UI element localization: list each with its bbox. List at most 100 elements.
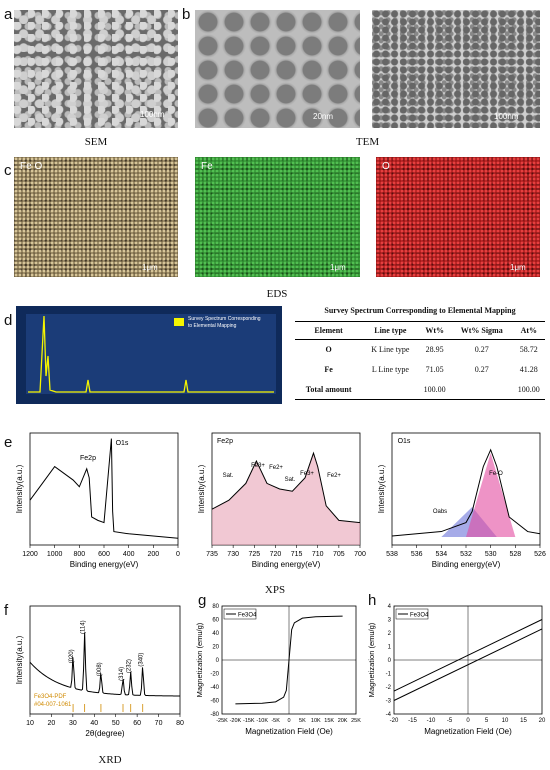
th-line-type: Line type (374, 326, 407, 335)
y-tick-label: -20 (210, 672, 219, 678)
xrd-peak-label: (114) (81, 620, 87, 634)
caption-sem: SEM (84, 136, 108, 148)
caption-xrd: XRD (98, 754, 122, 766)
tem-image-2: 100nm (372, 10, 540, 128)
x-tick-label: 0 (176, 551, 180, 558)
x-tick-label: 15K (324, 718, 334, 724)
x-tick-label: 730 (227, 551, 239, 558)
y-tick-label: -2 (386, 685, 392, 691)
x-tick-label: 800 (73, 551, 85, 558)
caption-tem: TEM (355, 136, 380, 148)
x-tick-label: 20 (48, 720, 56, 727)
th-wt: Wt% (425, 326, 444, 335)
cell: 0.27 (474, 345, 489, 355)
y-tick-label: -80 (210, 712, 219, 718)
x-tick-label: 715 (291, 551, 303, 558)
y-tick-label: 80 (212, 604, 219, 610)
xrd-peak-label: (314) (119, 667, 125, 681)
x-tick-label: 40 (90, 720, 98, 727)
cell: O (325, 345, 332, 355)
x-tick-label: 5 (485, 718, 489, 724)
x-tick-label: 80 (176, 720, 184, 727)
y-axis-label: Magnetization (emu/g) (195, 622, 204, 697)
x-tick-label: 0 (466, 718, 470, 724)
fe2p-annot-fe3p-1: Fe3+ (251, 463, 265, 469)
sem-image: 100nm (14, 10, 178, 128)
cell: 28.95 (425, 345, 444, 355)
cell: 0.27 (474, 365, 489, 374)
table-title: Survey Spectrum Corresponding to Element… (324, 306, 516, 315)
x-tick-label: 60 (133, 720, 141, 727)
fe2p-annot-sat2: Sat. (285, 477, 296, 483)
cell: K Line type (371, 345, 410, 355)
eds2-scale-label: 1μm (330, 263, 346, 272)
xps-curve (29, 438, 179, 539)
legend-label: Fe3O4 (410, 613, 429, 619)
x-tick-label: -25K (216, 718, 228, 724)
x-tick-label: 705 (333, 551, 345, 558)
y-tick-label: -4 (386, 712, 392, 718)
xrd-peak-label: (340) (139, 653, 145, 667)
caption-xps: XPS (264, 584, 286, 596)
th-wt-sigma: Wt% Sigma (460, 326, 503, 335)
cell: 100.00 (423, 384, 446, 394)
panel-label-b: b (182, 6, 191, 23)
eds-spectrum: Survey Spectrum Corresponding to Element… (16, 306, 282, 404)
fe2p-annot-sat1: Sat. (223, 473, 234, 479)
x-tick-label: -10K (256, 718, 268, 724)
x-tick-label: 400 (123, 551, 135, 558)
vsm-zoom-line (393, 628, 543, 701)
tem2-scale-bar: 100nm (494, 112, 518, 121)
x-tick-label: -15K (243, 718, 255, 724)
xrd-peak-label: (008) (97, 662, 103, 676)
caption-eds: EDS (266, 288, 288, 300)
x-tick-label: 528 (509, 551, 521, 558)
vsm-curve (235, 615, 343, 705)
tem2-scale-label: 100nm (494, 112, 519, 121)
x-tick-label: -15 (408, 718, 417, 724)
x-tick-label: -10 (427, 718, 436, 724)
cell: Fe (324, 365, 333, 374)
x-tick-label: 70 (155, 720, 163, 727)
eds-map-o-title: O (382, 161, 390, 172)
spectrum-legend-2: to Elemental Mapping (188, 323, 237, 329)
o1s-annot-oabs: Oabs (433, 509, 447, 515)
tem-image-1: 20nm (195, 10, 360, 128)
y-axis-label: Intensity(a.u.) (377, 464, 386, 513)
x-axis-label: Magnetization Field (Oe) (424, 727, 512, 736)
x-tick-label: 534 (435, 551, 447, 558)
x-tick-label: 735 (206, 551, 218, 558)
cell (362, 380, 418, 400)
y-axis-label: Intensity(a.u.) (197, 464, 206, 513)
xrd-ref-label: Fe3O4-PDF (34, 694, 67, 700)
plot-frame (29, 432, 179, 546)
x-tick-label: 25K (351, 718, 361, 724)
y-axis-label: Magnetization (emu/g) (367, 622, 376, 697)
legend-box (395, 608, 429, 620)
cell: 58.72 (519, 345, 538, 355)
fe2p-title: Fe2p (217, 438, 233, 445)
x-tick-label: 532 (460, 551, 472, 558)
cell: L Line type (371, 365, 409, 374)
legend-box (223, 608, 257, 620)
y-tick-label: -3 (386, 699, 392, 705)
table-row: Fe L Line type 71.05 0.27 41.28 (295, 360, 545, 380)
cell (451, 380, 513, 400)
x-tick-label: 720 (270, 551, 282, 558)
x-axis-label: Binding energy(eV) (70, 560, 139, 569)
eds-map-feo-title: Fe O (20, 161, 43, 172)
tem1-scale-label: 20nm (313, 112, 334, 121)
eds3-scale-bar: 1μm (510, 263, 526, 272)
y-tick-label: 0 (216, 658, 220, 664)
sem-scale-label: 100nm (140, 110, 165, 119)
vsm-zoom-line (393, 619, 543, 692)
sem-scale-bar: 100nm (140, 110, 170, 119)
x-tick-label: 10 (502, 718, 509, 724)
eds-map-fe: Fe 1μm (195, 157, 360, 277)
y-axis-label: Intensity(a.u.) (15, 635, 24, 684)
x-tick-label: 15 (520, 718, 527, 724)
x-tick-label: 700 (354, 551, 366, 558)
panel-label-f: f (4, 602, 9, 619)
tem1-scale-bar: 20nm (313, 112, 333, 121)
panel-label-h: h (368, 592, 377, 609)
